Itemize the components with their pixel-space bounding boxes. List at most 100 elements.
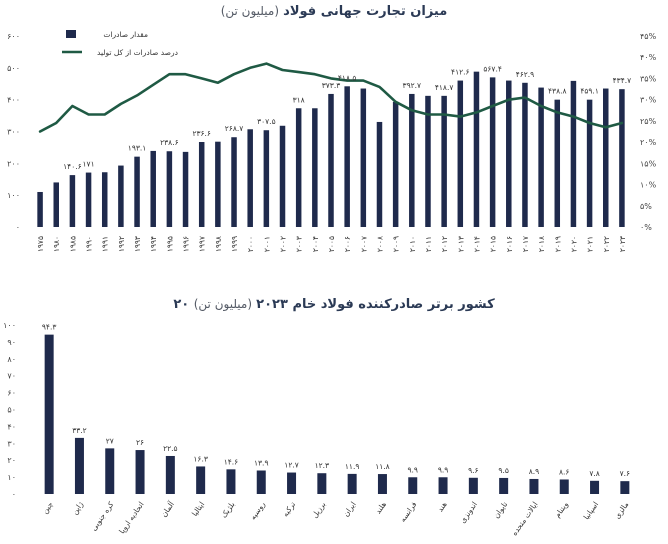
x-tick-label: ۱۹۹۹ — [230, 236, 239, 252]
bar — [328, 93, 334, 227]
x-tick-label: ۱۹۹۰ — [85, 236, 94, 252]
chart2-subtitle: (میلیون تن) — [193, 297, 253, 311]
bar — [529, 478, 539, 494]
y2-tick-label: ۱۰% — [640, 181, 657, 190]
data-label: ۳۱۸ — [293, 95, 305, 104]
x-tick-label: ۱۹۹۲ — [117, 236, 126, 252]
x-tick-label: ۱۹۹۱ — [101, 236, 110, 252]
bar — [344, 86, 350, 228]
data-label: ۲۶۸.۷ — [225, 124, 244, 133]
legend-label-line: درصد صادرات از کل تولید — [97, 48, 178, 57]
x-tick-label: چین — [40, 500, 55, 516]
chart2-title-text: ۲۰ کشور برتر صادرکننده فولاد خام ۲۰۲۳ — [173, 297, 495, 312]
x-tick-label: برزیل — [310, 500, 327, 520]
x-tick-label: روسیه — [248, 500, 267, 522]
bar — [215, 141, 221, 227]
x-tick-label: ۲۰۲۳ — [618, 236, 627, 252]
value-label: ۱۱.۹ — [345, 462, 359, 471]
y-tick-label: ۶۰ — [7, 389, 16, 398]
value-label: ۲۷ — [106, 436, 114, 445]
x-tick-label: ۲۰۱۲ — [440, 236, 449, 252]
bar — [134, 156, 140, 227]
y-tick-label: ۲۰ — [7, 456, 16, 465]
bar — [590, 480, 600, 494]
bar — [150, 150, 156, 227]
x-tick-label: ۱۹۹۸ — [214, 236, 223, 252]
value-label: ۹.۵ — [498, 466, 508, 475]
value-label: ۹.۹ — [438, 465, 448, 474]
y-tick-label: ۹۰ — [7, 338, 16, 347]
bar — [312, 108, 318, 227]
y2-tick-label: ۴۵% — [640, 32, 657, 41]
x-tick-label: ۲۰۰۴ — [311, 236, 320, 252]
chart2-title: ۲۰ کشور برتر صادرکننده فولاد خام ۲۰۲۳ (م… — [0, 297, 668, 312]
y2-tick-label: ۲۵% — [640, 117, 657, 126]
data-label: ۵۶۷.۴ — [483, 64, 502, 73]
x-tick-label: آلمان — [158, 499, 176, 519]
y-tick-label: ۱۰۰ — [7, 191, 20, 200]
legend-label-bar: مقدار صادرات — [103, 30, 148, 39]
data-label: ۳۹۲.۷ — [403, 81, 422, 90]
chart1-title-text: میزان تجارت جهانی فولاد — [283, 4, 448, 19]
bar — [392, 101, 399, 227]
data-label: ۴۱۸.۵ — [338, 73, 357, 82]
y-tick-label: ۰ — [12, 490, 16, 499]
x-tick-label: ۲۰۲۲ — [602, 236, 611, 252]
x-tick-label: کره جنوبی — [89, 500, 116, 533]
y-tick-label: ۶۰۰ — [7, 32, 20, 41]
x-tick-label: ترکیه — [281, 500, 298, 518]
y2-tick-label: ۲۰% — [640, 138, 657, 147]
bar — [441, 95, 447, 227]
value-label: ۹.۹ — [408, 465, 418, 474]
value-label: ۹۴.۳ — [42, 323, 56, 332]
data-label: ۴۳۸.۸ — [548, 87, 567, 96]
x-tick-label: ۲۰۰۷ — [359, 236, 368, 252]
x-tick-label: بلژیک — [219, 500, 236, 520]
bar — [499, 477, 509, 494]
bar — [347, 473, 357, 494]
data-label: ۴۱۸.۷ — [435, 83, 454, 92]
value-label: ۱۳.۹ — [254, 459, 268, 468]
value-label: ۱۶.۳ — [193, 454, 207, 463]
bar — [198, 142, 205, 227]
bar — [603, 88, 609, 228]
x-tick-label: ۲۰۰۰ — [246, 236, 255, 252]
y2-tick-label: ۳۵% — [640, 74, 657, 83]
value-label: ۸.۶ — [559, 467, 569, 476]
x-tick-label: ۲۰۱۷ — [521, 236, 530, 252]
data-label: ۴۵۹.۱ — [580, 87, 599, 96]
bar — [538, 87, 544, 227]
x-tick-label: ۱۹۸۰ — [52, 236, 61, 252]
data-label: ۱۹۳.۱ — [128, 144, 147, 153]
bar — [279, 125, 286, 227]
bar — [408, 477, 418, 494]
value-label: ۸.۹ — [529, 467, 539, 476]
x-tick-label: ۲۰۲۰ — [569, 236, 578, 252]
bar — [409, 93, 415, 227]
bar — [135, 450, 145, 494]
bar — [226, 469, 236, 494]
data-label: ۱۴۰.۶ — [63, 162, 82, 171]
value-label: ۱۱.۸ — [375, 462, 389, 471]
bar — [74, 437, 84, 494]
value-label: ۲۲.۵ — [163, 444, 177, 453]
x-tick-label: ۲۰۰۸ — [376, 236, 385, 252]
x-tick-label: ۱۹۹۶ — [182, 236, 191, 252]
bar — [263, 130, 270, 227]
bar — [85, 172, 92, 227]
bar — [118, 165, 124, 227]
x-tick-label: ۲۰۲۱ — [586, 236, 595, 252]
x-tick-label: فرانسه — [398, 500, 419, 524]
x-tick-label: اندونزی — [458, 500, 479, 525]
x-tick-label: اسپانیا — [582, 500, 601, 521]
x-tick-label: ایالات متحده — [510, 500, 540, 537]
x-tick-label: ۲۰۱۶ — [505, 236, 514, 252]
bar — [196, 466, 206, 494]
bar — [166, 151, 173, 227]
y2-tick-label: ۰% — [640, 223, 652, 232]
bar — [489, 77, 496, 227]
bar — [377, 474, 387, 494]
chart1-subtitle: (میلیون تن) — [220, 4, 280, 18]
y2-tick-label: ۱۵% — [640, 159, 657, 168]
